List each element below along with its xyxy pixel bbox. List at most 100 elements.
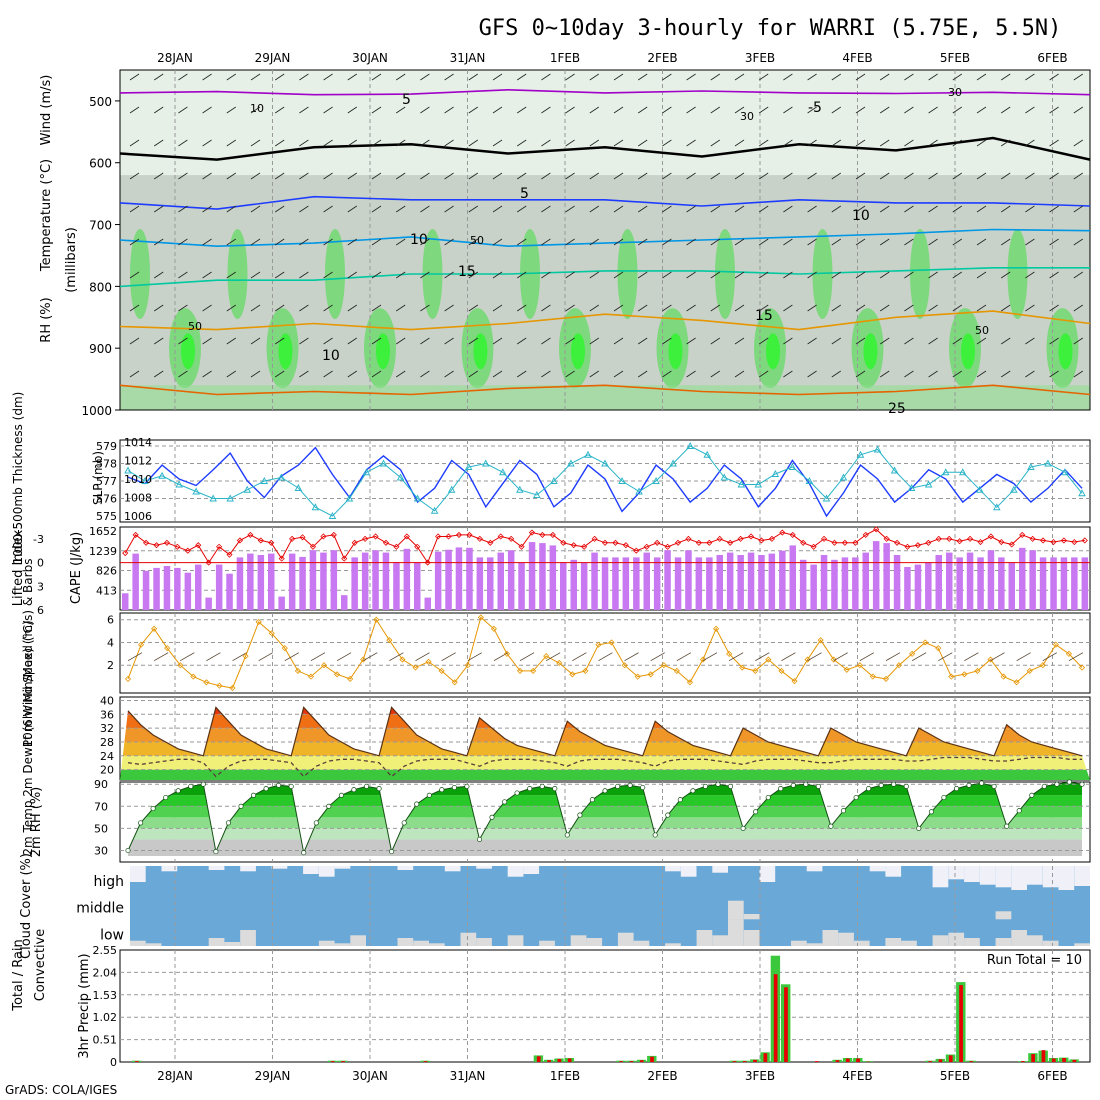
wind-barb — [952, 172, 963, 180]
wind-barb — [952, 304, 963, 312]
wind-barb — [347, 370, 358, 378]
cape-bar — [236, 557, 244, 610]
cape-bar — [518, 562, 525, 610]
wind-barb — [444, 172, 454, 180]
wind-barb — [758, 106, 769, 114]
wind-barb — [855, 271, 866, 279]
wind-barb — [129, 172, 140, 180]
precip-convective-bar — [742, 1061, 747, 1062]
wind-barb — [904, 106, 914, 114]
cape-bar — [810, 564, 817, 610]
x-tick-label-top: 5FEB — [940, 51, 970, 65]
wind-barb — [178, 370, 188, 378]
wind-barb — [1049, 205, 1059, 213]
x-tick-label-bottom: 4FEB — [842, 1069, 872, 1083]
temp-line — [127, 706, 1083, 757]
wind-barb-10m — [545, 652, 561, 662]
li-point — [873, 526, 880, 533]
wind-barb — [686, 370, 696, 378]
wind-speed-point — [412, 664, 419, 671]
precip-convective-bar — [763, 1053, 768, 1062]
rh-point — [1066, 779, 1072, 785]
wind-barb — [1049, 73, 1059, 81]
li-point — [737, 535, 744, 542]
precip-convective-bar — [856, 1058, 860, 1062]
wind-barb — [565, 172, 575, 180]
wind-barb — [178, 337, 188, 345]
precip-tick-label: 1.53 — [93, 989, 118, 1002]
cape-bar — [946, 552, 953, 610]
isotherm-line — [119, 310, 1091, 331]
li-point — [184, 547, 191, 554]
wind-barb — [613, 139, 624, 147]
li-point — [852, 539, 859, 546]
wind-barb — [662, 337, 672, 345]
wind-barb — [758, 370, 769, 378]
wind-barb-10m — [624, 652, 639, 662]
wind-barb — [710, 304, 721, 312]
rh-point — [627, 782, 633, 788]
temp-tick-label: 32 — [100, 722, 114, 735]
thickness-point — [481, 459, 490, 467]
y-tick-label: 1000 — [81, 404, 112, 418]
cape-bar — [695, 557, 703, 610]
wind-barb — [783, 73, 793, 81]
rh-point — [225, 820, 231, 826]
slp-tick-label: 1008 — [124, 492, 152, 505]
li-point — [1029, 535, 1036, 542]
wind-barb — [1049, 304, 1059, 312]
cloud-high-bar — [995, 866, 1012, 888]
li-point — [497, 533, 504, 540]
rh-band — [128, 817, 1082, 829]
wind-barb — [879, 106, 890, 114]
wind-speed-point — [255, 618, 262, 626]
wind-barb — [928, 106, 938, 114]
wind-barb — [492, 205, 503, 213]
wind-barb — [492, 73, 503, 81]
y-tick-label: 900 — [89, 342, 112, 356]
cape-bar — [174, 567, 181, 610]
legend-convective: Convective — [33, 929, 48, 1002]
wind-barb — [492, 172, 503, 180]
rh-point — [464, 783, 470, 789]
precip-convective-bar — [567, 1058, 572, 1062]
thickness-point — [158, 471, 166, 479]
cape-bar — [1039, 557, 1047, 610]
precip-convective-bar — [1062, 1058, 1066, 1062]
wind-barb — [783, 304, 793, 312]
thickness-point — [260, 477, 269, 484]
wind-barb — [734, 238, 745, 246]
wind-barb-10m — [415, 652, 430, 662]
wind-barb — [734, 337, 745, 345]
wind-barb — [807, 304, 817, 312]
cape-tick-label: 826 — [96, 565, 117, 578]
wind-barb — [323, 73, 333, 81]
contour-label: 5 — [520, 186, 529, 202]
wind-speed-point — [216, 682, 223, 689]
li-point — [518, 543, 525, 550]
wind-barb — [976, 73, 987, 81]
li-point — [727, 539, 734, 546]
cloud-low-bar — [743, 930, 760, 946]
thickness-point — [652, 477, 660, 484]
cloud-high-bar — [161, 866, 178, 872]
wind-barb — [395, 271, 406, 279]
cape-bar — [998, 557, 1005, 610]
wind-barb — [153, 304, 164, 312]
li-tick-label: -3 — [33, 533, 44, 546]
rh-point — [125, 847, 131, 854]
rh-point — [276, 782, 282, 788]
precip-convective-bar — [536, 1056, 541, 1062]
wind-barb — [904, 238, 914, 246]
wind-speed-point — [608, 639, 615, 646]
wind-speed-point — [294, 667, 301, 674]
rh-point — [690, 788, 696, 794]
rh-point — [815, 783, 821, 789]
thickness-point — [584, 450, 592, 458]
li-point — [1071, 538, 1078, 546]
wind-barb — [202, 337, 212, 345]
wind-barb — [202, 238, 212, 246]
wind-speed-point — [1000, 673, 1007, 680]
cloud-high-bar — [964, 866, 980, 882]
contour-label: 10 — [410, 232, 428, 248]
